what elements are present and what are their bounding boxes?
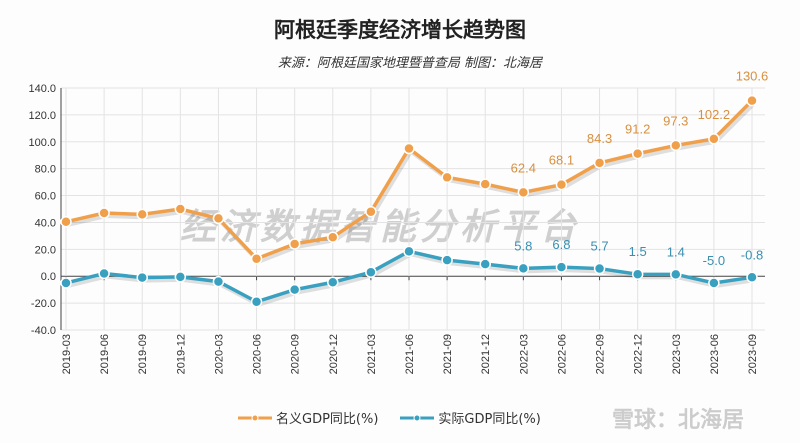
y-tick-label: 20.0 — [35, 244, 56, 256]
brand-watermark: 雪球：北海居 — [612, 408, 745, 433]
y-tick-label: 140.0 — [28, 83, 56, 95]
data-label: 5.7 — [591, 239, 609, 254]
data-point — [555, 178, 568, 191]
y-tick-label: 40.0 — [35, 217, 56, 229]
data-point — [403, 245, 415, 258]
x-tick-label: 2020-03 — [213, 334, 225, 374]
data-point — [327, 231, 339, 243]
legend: 名义GDP同比(%) 实际GDP同比(%) — [238, 408, 541, 427]
data-point — [708, 277, 720, 289]
data-point — [631, 147, 644, 160]
data-point — [593, 262, 606, 275]
x-tick-label: 2023-09 — [747, 334, 759, 374]
series-shadow — [67, 102, 756, 265]
y-tick-label: 80.0 — [35, 164, 56, 176]
legend-label-real: 实际GDP同比(%) — [438, 412, 541, 427]
data-point — [250, 252, 263, 265]
data-point — [631, 268, 644, 280]
watermark: 经济数据智能分析平台 — [180, 207, 581, 248]
legend-label-nominal: 名义GDP同比(%) — [276, 412, 379, 427]
data-point — [288, 283, 301, 296]
data-point — [98, 207, 110, 219]
x-tick-label: 2021-03 — [366, 334, 378, 374]
x-tick-label: 2023-06 — [709, 334, 721, 374]
data-label: 97.3 — [663, 113, 688, 128]
y-tick-label: 100.0 — [28, 137, 56, 149]
data-point — [555, 261, 568, 273]
data-label: 1.4 — [667, 244, 685, 259]
data-point — [517, 186, 530, 199]
data-label: 91.2 — [625, 122, 650, 137]
x-tick-label: 2021-09 — [442, 334, 454, 374]
data-point — [708, 133, 720, 145]
data-point — [670, 139, 682, 152]
x-tick-label: 2022-03 — [518, 334, 530, 374]
data-point — [174, 271, 187, 283]
data-point — [670, 268, 682, 281]
data-point — [98, 267, 110, 280]
data-label: 6.8 — [552, 237, 570, 252]
data-point — [746, 271, 758, 284]
y-tick-label: 60.0 — [35, 191, 56, 203]
legend-item-real[interactable]: 实际GDP同比(%) — [400, 408, 541, 427]
data-point — [441, 254, 453, 266]
data-point — [441, 171, 453, 184]
data-label: 1.5 — [629, 244, 647, 259]
x-tick-label: 2019-09 — [137, 334, 149, 374]
legend-swatch-nominal — [238, 414, 272, 421]
y-tick-label: 0.0 — [41, 271, 56, 283]
data-point — [365, 266, 377, 278]
data-point — [517, 262, 530, 275]
legend-item-nominal[interactable]: 名义GDP同比(%) — [238, 408, 378, 427]
data-label: -0.8 — [741, 247, 763, 262]
x-tick-label: 2020-09 — [290, 334, 302, 374]
data-point — [60, 216, 72, 228]
data-point — [593, 157, 606, 169]
x-tick-label: 2021-12 — [480, 334, 492, 374]
x-tick-label: 2020-06 — [252, 334, 264, 374]
x-tick-label: 2023-03 — [671, 334, 683, 374]
series-shadow — [67, 252, 755, 307]
legend-swatch-real — [400, 414, 435, 421]
data-point — [174, 203, 187, 215]
data-label: -5.0 — [703, 253, 725, 268]
data-label: 102.2 — [698, 107, 731, 122]
data-label: 84.3 — [587, 131, 612, 146]
data-point — [136, 208, 148, 221]
x-tick-label: 2022-09 — [595, 334, 607, 374]
x-tick-label: 2021-06 — [404, 334, 416, 374]
data-label: 5.8 — [514, 238, 532, 253]
data-label: 62.4 — [511, 160, 536, 175]
data-label: 68.1 — [549, 153, 574, 168]
y-tick-label: -40.0 — [31, 325, 56, 337]
data-point — [212, 212, 225, 225]
x-tick-label: 2019-06 — [99, 334, 111, 374]
data-point — [479, 178, 491, 190]
y-tick-label: -20.0 — [31, 298, 56, 310]
data-point — [212, 275, 225, 288]
data-point — [403, 142, 415, 155]
data-point — [136, 271, 148, 284]
chart-title: 阿根廷季度经济增长趋势图 — [274, 18, 526, 42]
data-point — [60, 277, 72, 289]
data-point — [327, 276, 339, 289]
data-point — [250, 296, 263, 308]
data-label: 130.6 — [736, 69, 769, 84]
data-point — [746, 94, 758, 107]
chart-subtitle: 来源：阿根廷国家地理暨普查局 制图：北海居 — [277, 56, 543, 71]
data-point — [288, 238, 301, 250]
x-tick-label: 2019-03 — [61, 334, 73, 374]
x-tick-label: 2020-12 — [328, 334, 340, 374]
x-tick-label: 2022-12 — [633, 334, 645, 374]
x-tick-label: 2019-12 — [175, 334, 187, 374]
x-tick-label: 2022-06 — [556, 334, 568, 374]
data-point — [365, 205, 377, 218]
y-tick-label: 120.0 — [28, 110, 56, 122]
data-point — [479, 258, 491, 270]
